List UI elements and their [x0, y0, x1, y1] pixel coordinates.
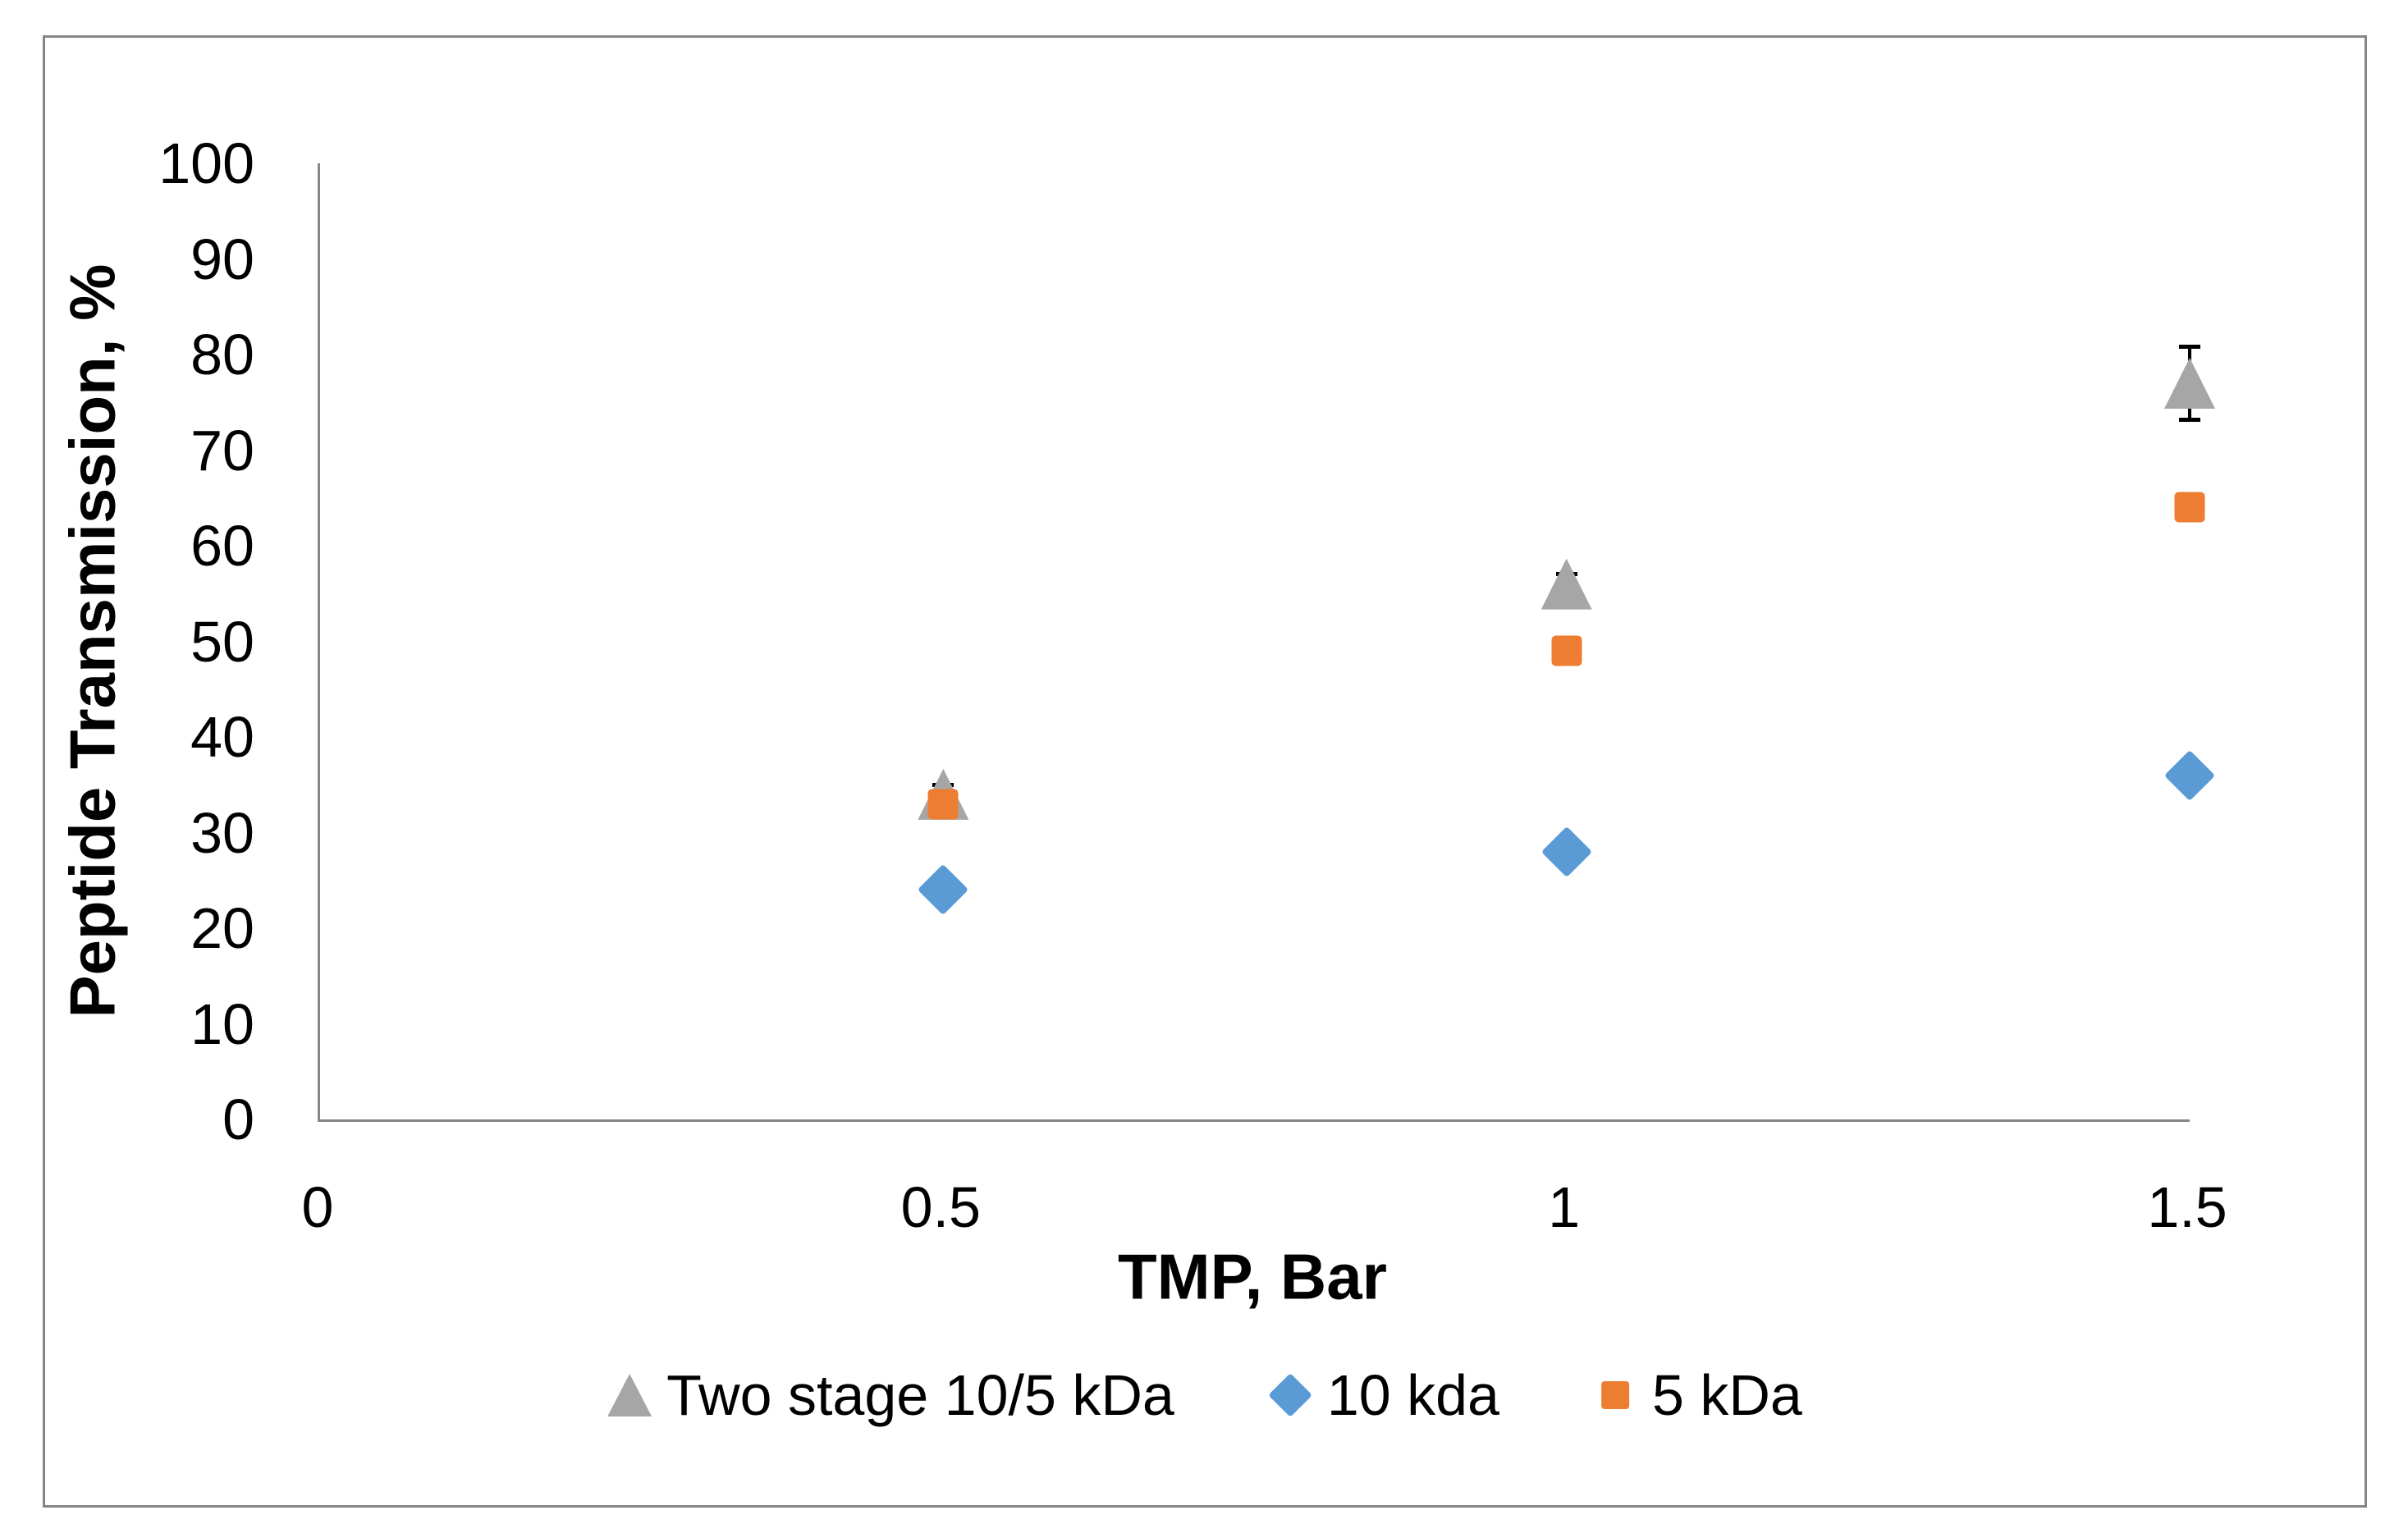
y-tick-label: 60 [190, 514, 254, 578]
square-marker-icon [1591, 1371, 1639, 1419]
square-data-point [927, 789, 959, 820]
x-tick-label: 0 [301, 1175, 334, 1239]
diamond-data-point [1540, 826, 1592, 877]
plot-area [318, 163, 2216, 1122]
y-tick-label: 30 [190, 800, 254, 865]
legend: Two stage 10/5 kDa 10 kda 5 kDa [606, 1356, 1802, 1435]
triangle-data-point [1540, 558, 1592, 610]
y-tick-label: 20 [190, 896, 254, 960]
x-tick-label: 1 [1548, 1175, 1581, 1239]
y-tick-label: 10 [190, 991, 254, 1056]
square-data-point [2174, 492, 2205, 523]
y-tick-label: 50 [190, 609, 254, 674]
diamond-marker-icon [1266, 1371, 1314, 1419]
square-data-point [1551, 635, 1582, 666]
y-tick-label: 100 [158, 131, 254, 195]
triangle-marker-icon [606, 1371, 653, 1419]
legend-item-10kda: 10 kda [1266, 1356, 1499, 1435]
x-axis-title: TMP, Bar [1118, 1240, 1387, 1313]
legend-label: 5 kDa [1651, 1363, 1802, 1427]
legend-item-5kda: 5 kDa [1591, 1356, 1802, 1435]
x-tick-label: 1.5 [2147, 1175, 2227, 1239]
error-bar-cap [2179, 417, 2200, 422]
x-tick-label: 0.5 [900, 1175, 981, 1239]
y-tick-label: 40 [190, 705, 254, 769]
y-tick-label: 70 [190, 418, 254, 483]
error-bar-cap [2179, 345, 2200, 350]
legend-item-two-stage: Two stage 10/5 kDa [606, 1356, 1174, 1435]
y-tick-label: 0 [222, 1087, 254, 1151]
diamond-data-point [918, 864, 969, 916]
y-tick-label: 80 [190, 323, 254, 387]
legend-label: Two stage 10/5 kDa [666, 1363, 1174, 1427]
figure-border [43, 35, 2367, 1508]
y-tick-label: 90 [190, 227, 254, 291]
legend-label: 10 kda [1326, 1363, 1499, 1427]
y-axis-title: Peptide Transmission, % [56, 263, 129, 1018]
